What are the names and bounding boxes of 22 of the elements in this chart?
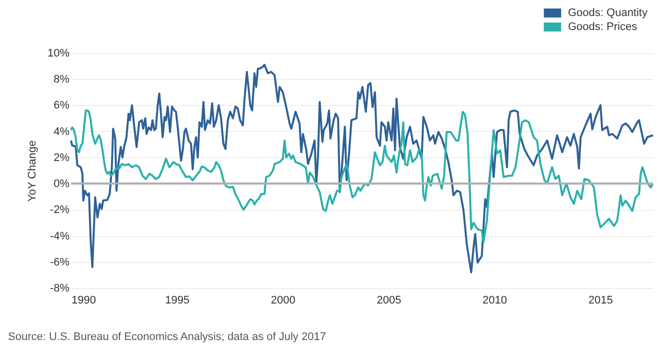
x-tick-label: 2005 [376, 294, 402, 306]
y-tick-label: 8% [54, 74, 70, 86]
x-tick-label: 2010 [482, 294, 508, 306]
y-tick-label: 4% [54, 126, 70, 138]
x-tick-label: 2000 [270, 294, 296, 306]
y-axis-title: YoY Change [26, 140, 38, 202]
y-tick-label: 6% [54, 100, 70, 112]
y-tick-label: -8% [50, 282, 70, 294]
y-tick-label: 2% [54, 152, 70, 164]
x-tick-label: 1990 [72, 294, 96, 306]
legend-label: Goods: Prices [568, 21, 638, 33]
source-note: Source: U.S. Bureau of Economics Analysis; data as of July 2017 [8, 331, 326, 343]
y-tick-label: -4% [50, 230, 70, 242]
line-series [70, 64, 654, 274]
y-tick-label: 0% [54, 178, 70, 190]
y-tick-label: 10% [47, 48, 70, 60]
x-tick-label: 2015 [588, 294, 613, 306]
y-tick-label: -6% [50, 256, 70, 268]
line-series [70, 109, 654, 244]
x-tick-label: 1995 [165, 294, 190, 306]
legend-label: Goods: Quantity [568, 7, 648, 19]
y-tick-label: -2% [50, 204, 70, 216]
